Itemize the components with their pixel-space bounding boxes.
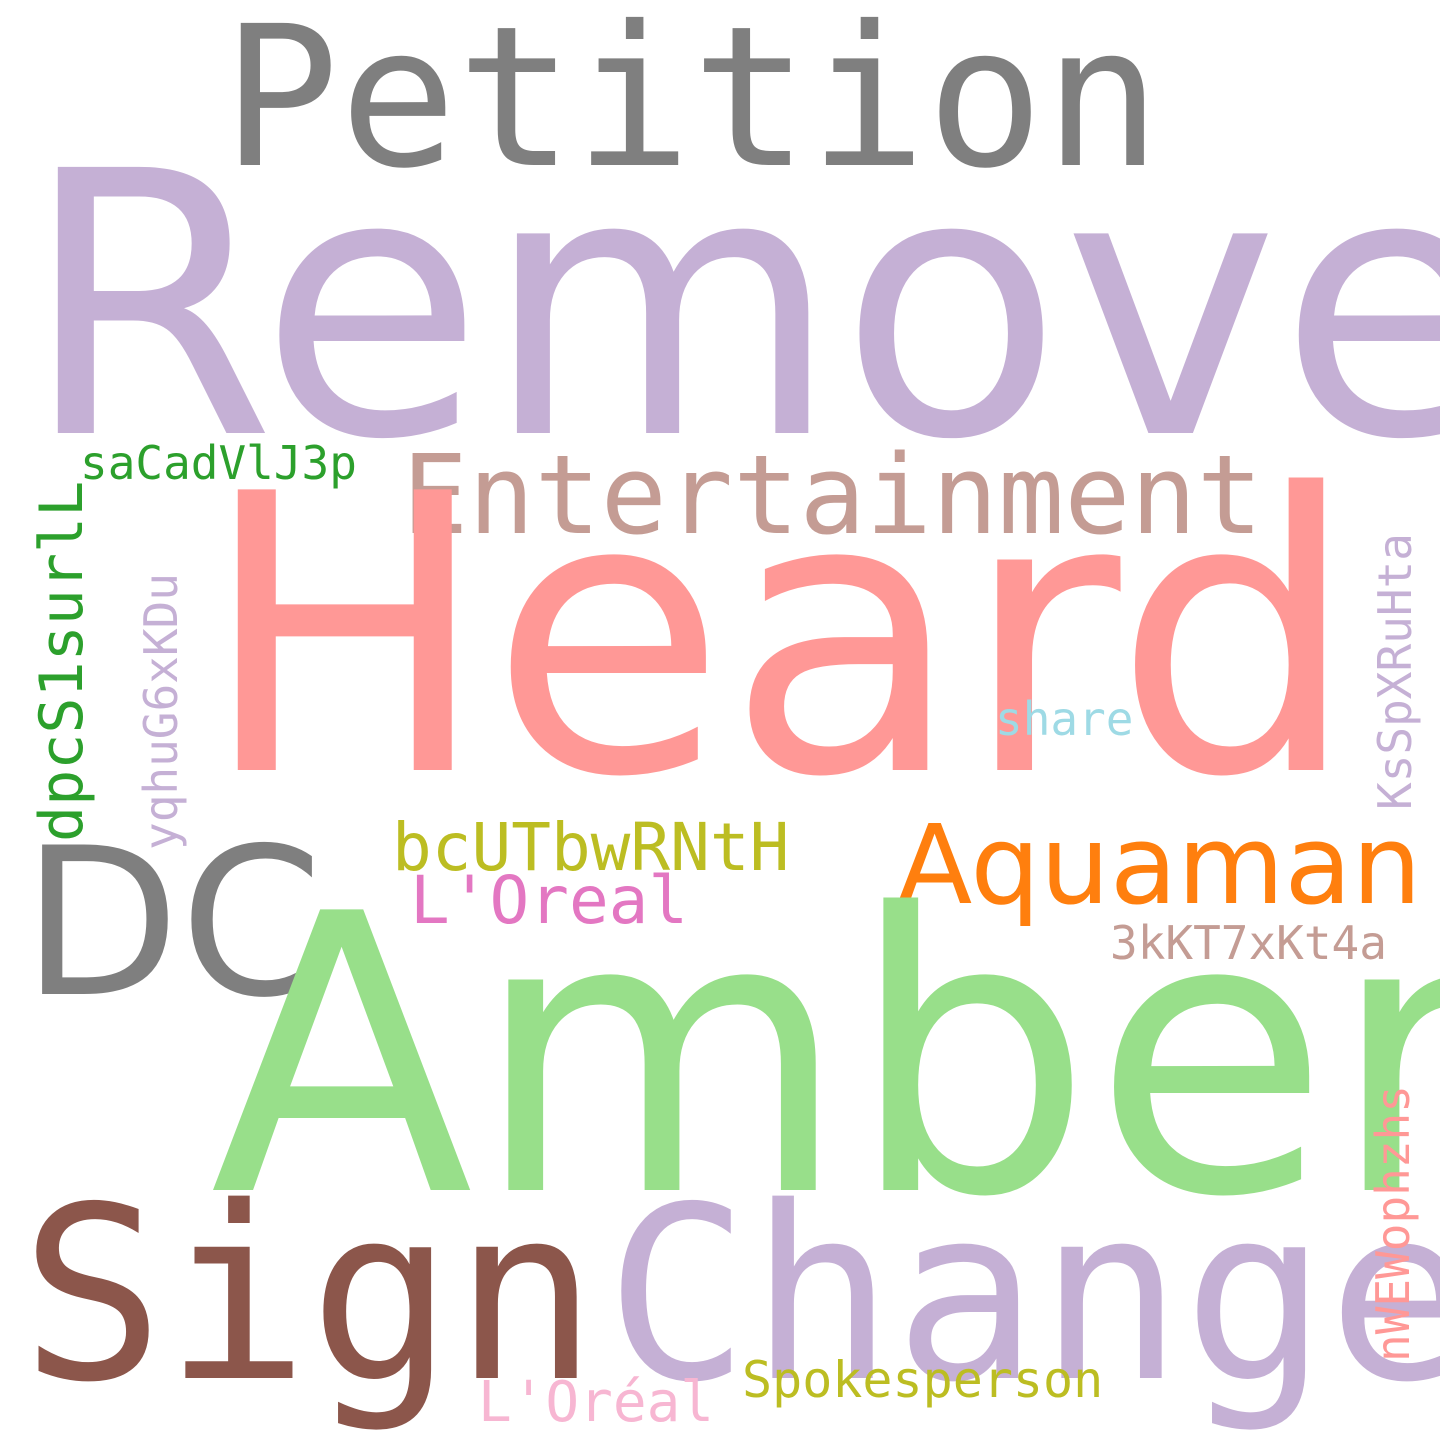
word-dc: DC [22, 805, 323, 1043]
word-remove: Remove [22, 95, 1440, 520]
word-loreal-accent: L'Oréal [478, 1370, 715, 1435]
word-petition: Petition [222, 0, 1162, 211]
word-change: Change [605, 1155, 1440, 1435]
word-spokesperson: Spokesperson [742, 1351, 1104, 1409]
word-share: share [995, 692, 1134, 746]
word-dpcs1surll: dpcS1surlL [27, 480, 97, 842]
word-amber: Amber [210, 833, 1440, 1281]
word-entertainment: Entertainment [402, 431, 1263, 559]
word-yqhug6xkdu: yqhuG6xKDu [134, 573, 188, 850]
word-nwewophzhs: nWEWophzhs [1366, 1085, 1420, 1362]
word-aquaman: Aquaman [897, 801, 1422, 929]
word-sign: Sign [20, 1155, 598, 1435]
word-3kkt7xkt4a: 3kKT7xKt4a [1110, 916, 1387, 970]
word-ksspxruhta: KsSpXRuHta [1368, 533, 1422, 810]
word-bcutbwrnth: bcUTbwRNtH [392, 809, 790, 886]
word-heard: Heard [200, 413, 1359, 861]
word-loreal: L'Oreal [410, 862, 689, 939]
word-sacadvlj3p: saCadVlJ3p [80, 436, 357, 490]
